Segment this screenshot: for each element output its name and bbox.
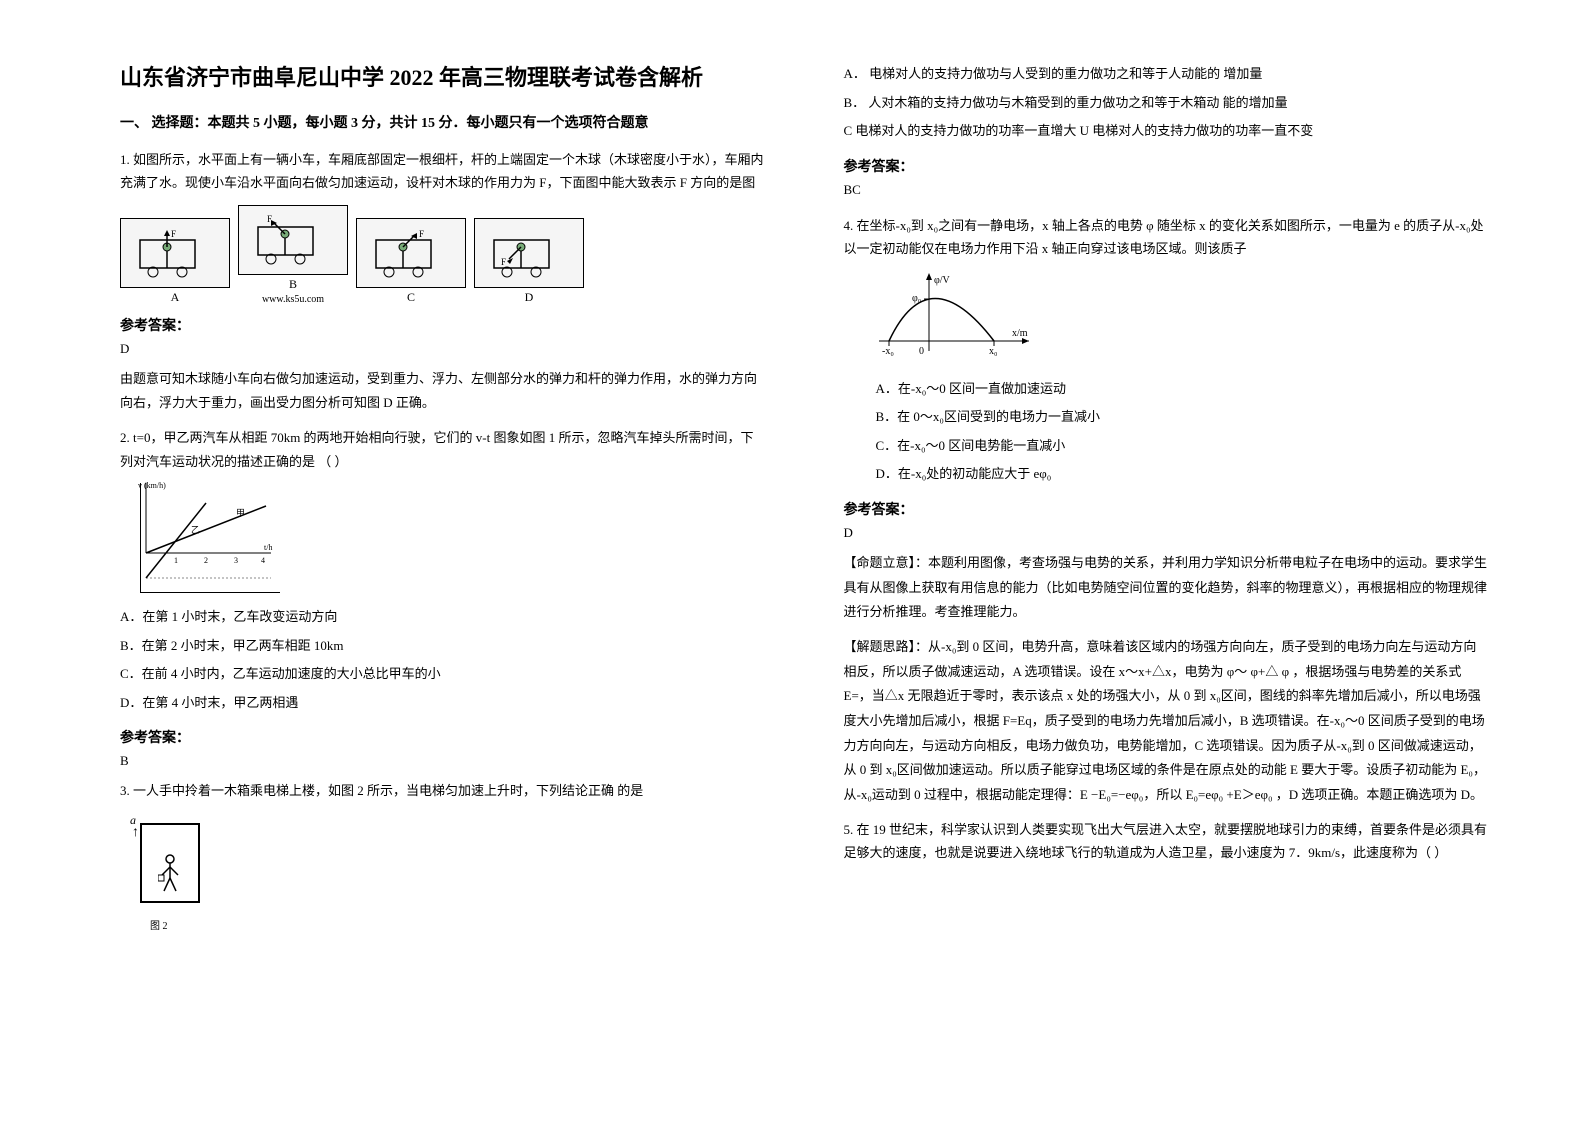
q4-option-a: A．在-x₀～0 区间一直做加速运动	[844, 375, 1488, 404]
figure-a: F	[120, 218, 230, 288]
svg-text:2: 2	[204, 556, 208, 565]
section-header: 一、 选择题：本题共 5 小题，每小题 3 分，共计 15 分．每小题只有一个选…	[120, 112, 764, 132]
svg-text:x₀: x₀	[989, 346, 998, 357]
elevator-caption: 图 2	[150, 917, 764, 932]
q2-option-b: B．在第 2 小时末，甲乙两车相距 10km	[120, 632, 764, 661]
question-3-text: 3. 一人手中拎着一木箱乘电梯上楼，如图 2 所示，当电梯匀加速上升时，下列结论…	[120, 779, 764, 802]
figure-d: F	[474, 218, 584, 288]
figure-a-label: A	[171, 290, 180, 305]
svg-text:乙: 乙	[191, 525, 200, 535]
vt-graph: v (km/h) 60 30 -30 甲 乙 1 2 3 4 t/h	[140, 483, 280, 593]
q3-answer: BC	[844, 182, 1488, 198]
q1-answer-label: 参考答案：	[120, 315, 764, 335]
svg-text:4: 4	[261, 556, 265, 565]
figure-c-label: C	[407, 290, 415, 305]
q4-option-d: D．在-x₀处的初动能应大于 eφ₀	[844, 460, 1488, 489]
figure-b: F	[238, 205, 348, 275]
svg-text:F: F	[501, 257, 506, 267]
svg-text:F: F	[267, 214, 272, 224]
svg-text:φ/V: φ/V	[934, 275, 951, 286]
q4-answer-label: 参考答案：	[844, 499, 1488, 519]
svg-text:3: 3	[234, 556, 238, 565]
question-4-text: 4. 在坐标-x₀到 x₀之间有一静电场，x 轴上各点的电势 φ 随坐标 x 的…	[844, 214, 1488, 261]
q4-explanation-2: 【解题思路】：从-x₀到 0 区间，电势升高，意味着该区域内的场强方向向左，质子…	[844, 635, 1488, 808]
svg-text:F: F	[419, 229, 424, 239]
person-icon	[158, 853, 182, 899]
q3-option-c: C 电梯对人的支持力做功的功率一直增大 U 电梯对人的支持力做功的功率一直不变	[844, 117, 1488, 146]
figure-d-label: D	[525, 290, 534, 305]
q2-answer: B	[120, 753, 764, 769]
ks5u-watermark: www.ks5u.com	[238, 294, 348, 305]
question-5-text: 5. 在 19 世纪末，科学家认识到人类要实现飞出大气层进入太空，就要摆脱地球引…	[844, 818, 1488, 865]
q3-option-b: B． 人对木箱的支持力做功与木箱受到的重力做功之和等于木箱动 能的增加量	[844, 89, 1488, 118]
q2-option-a: A．在第 1 小时末，乙车改变运动方向	[120, 603, 764, 632]
question-1-text: 1. 如图所示，水平面上有一辆小车，车厢底部固定一根细杆，杆的上端固定一个木球（…	[120, 148, 764, 195]
svg-text:-x₀: -x₀	[882, 346, 894, 357]
q1-explanation: 由题意可知木球随小车向右做匀加速运动，受到重力、浮力、左侧部分水的弹力和杆的弹力…	[120, 367, 764, 416]
q3-option-a: A． 电梯对人的支持力做功与人受到的重力做功之和等于人动能的 增加量	[844, 60, 1488, 89]
question-1-figures: F A F B www.ks5u.com	[120, 205, 764, 305]
q2-option-d: D．在第 4 小时末，甲乙两相遇	[120, 689, 764, 718]
q1-answer: D	[120, 341, 764, 357]
q4-explanation-1: 【命题立意】：本题利用图像，考查场强与电势的关系，并利用力学知识分析带电粒子在电…	[844, 551, 1488, 625]
svg-text:φ₀: φ₀	[912, 293, 922, 304]
svg-text:0: 0	[919, 346, 924, 357]
svg-text:x/m: x/m	[1012, 328, 1028, 339]
q2-answer-label: 参考答案：	[120, 727, 764, 747]
svg-text:F: F	[171, 229, 176, 239]
q4-answer: D	[844, 525, 1488, 541]
document-title: 山东省济宁市曲阜尼山中学 2022 年高三物理联考试卷含解析	[120, 60, 764, 92]
svg-text:甲: 甲	[236, 508, 245, 518]
svg-text:t/h: t/h	[264, 543, 272, 552]
svg-text:1: 1	[174, 556, 178, 565]
figure-b-label: B	[289, 277, 297, 292]
question-2-text: 2. t=0，甲乙两汽车从相距 70km 的两地开始相向行驶，它们的 v-t 图…	[120, 426, 764, 473]
figure-c: F	[356, 218, 466, 288]
potential-graph: φ/V φ₀ -x₀ 0 x₀ x/m	[874, 271, 1034, 361]
q2-option-c: C．在前 4 小时内，乙车运动加速度的大小总比甲车的小	[120, 660, 764, 689]
q3-answer-label: 参考答案：	[844, 156, 1488, 176]
q4-option-c: C．在-x₀～0 区间电势能一直减小	[844, 432, 1488, 461]
vt-axis-label: v (km/h)	[138, 481, 166, 490]
elevator-arrow-icon: ↑	[132, 825, 139, 841]
elevator-figure: a ↑	[130, 813, 210, 913]
q4-option-b: B．在 0～x₀区间受到的电场力一直减小	[844, 403, 1488, 432]
